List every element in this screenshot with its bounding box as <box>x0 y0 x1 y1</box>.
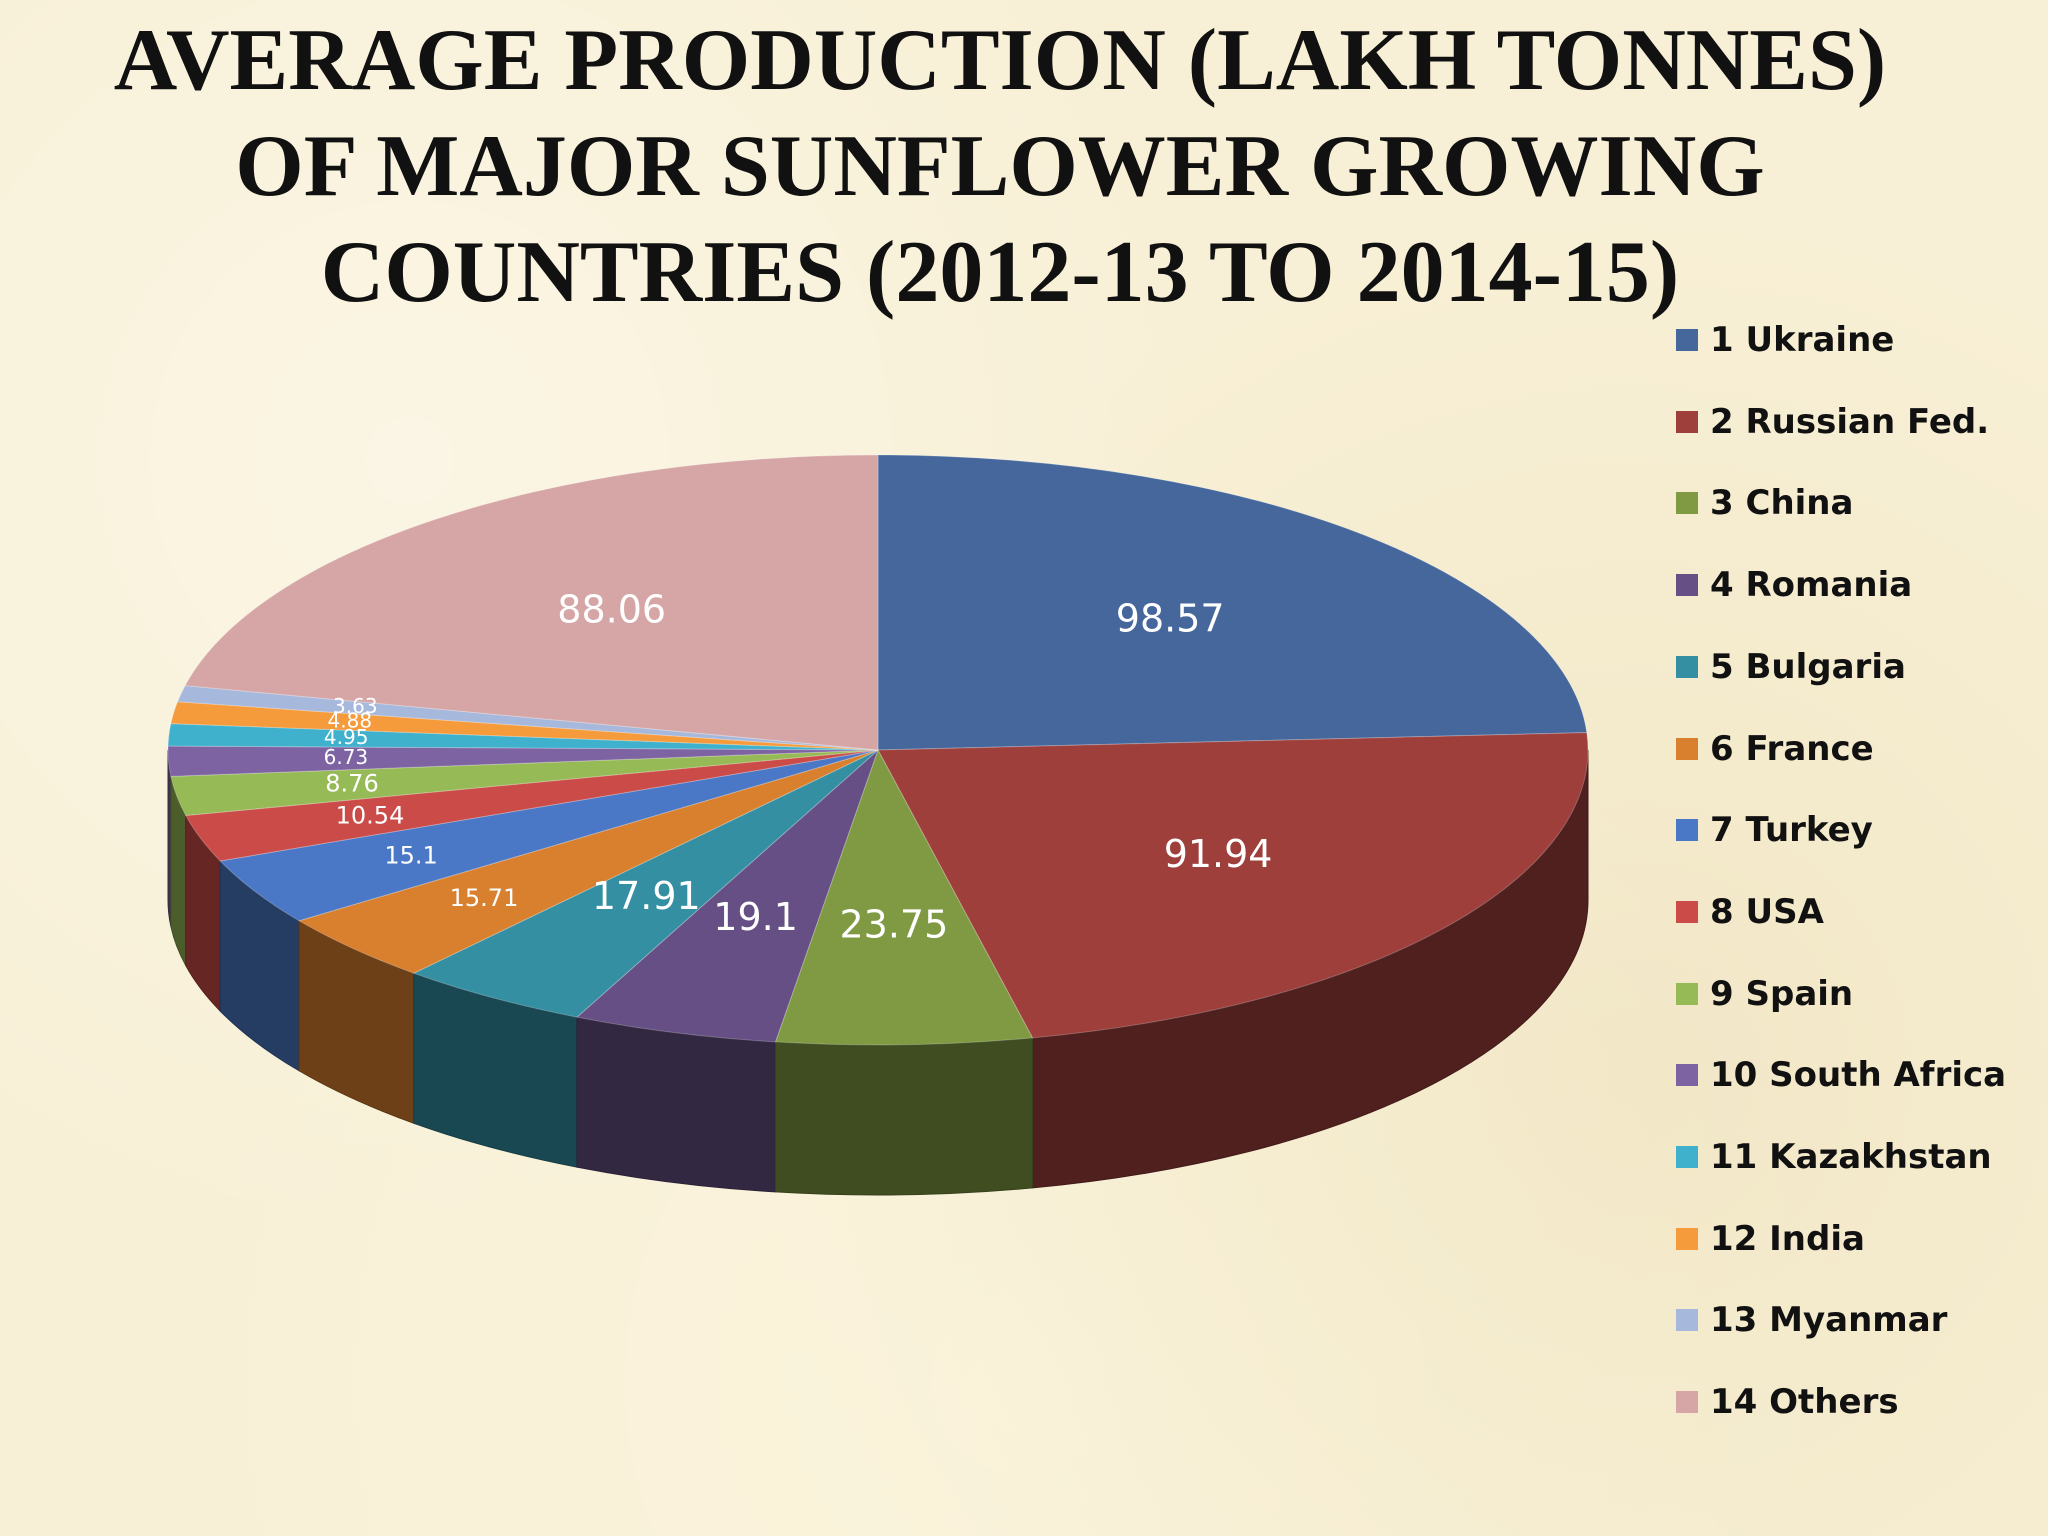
legend-item-5-bulgaria: 5 Bulgaria <box>1676 637 1906 697</box>
legend-swatch <box>1676 900 1698 923</box>
legend-item-8-usa: 8 USA <box>1676 882 1824 942</box>
pie-slice-2-russian-fed <box>877 732 1589 1039</box>
chart-title-line-3: COUNTRIES (2012-13 TO 2014-15) <box>320 224 1680 321</box>
pie-slice-12-india <box>170 701 879 751</box>
legend-swatch <box>1676 655 1698 678</box>
legend-swatch <box>1676 329 1698 351</box>
legend-swatch <box>1676 1391 1698 1414</box>
data-label-6-france: 15.71 <box>450 884 519 912</box>
legend-label: 13 Myanmar <box>1710 1300 1948 1341</box>
data-label-11-kazakhstan: 4.95 <box>324 725 369 749</box>
legend-swatch <box>1676 819 1698 842</box>
data-label-7-turkey: 15.1 <box>384 841 437 869</box>
legend-item-6-france: 6 France <box>1676 719 1874 779</box>
legend-label: 2 Russian Fed. <box>1710 401 1990 442</box>
legend-label: 5 Bulgaria <box>1710 646 1906 687</box>
data-label-4-romania: 19.1 <box>713 895 798 939</box>
legend-item-2-russian-fed: 2 Russian Fed. <box>1676 392 1989 452</box>
legend-item-11-kazakhstan: 11 Kazakhstan <box>1676 1127 1992 1187</box>
legend-item-4-romania: 4 Romania <box>1676 555 1912 615</box>
pie-slice-4-romania <box>575 748 880 1043</box>
legend-label: 11 Kazakhstan <box>1710 1137 1992 1177</box>
legend-swatch <box>1676 982 1698 1005</box>
legend-item-9-spain: 9 Spain <box>1676 964 1853 1024</box>
legend-swatch <box>1676 492 1698 515</box>
pie-slice-3-china <box>774 748 1034 1046</box>
legend-label: 7 Turkey <box>1710 810 1873 851</box>
legend-item-10-south-africa: 10 South Africa <box>1676 1045 2006 1105</box>
legend-label: 14 Others <box>1710 1382 1899 1423</box>
data-label-5-bulgaria: 17.91 <box>592 874 701 918</box>
chart-title-line-2: OF MAJOR SUNFLOWER GROWING <box>235 118 1765 215</box>
legend-swatch <box>1676 1309 1698 1332</box>
data-label-13-myanmar: 3.63 <box>333 694 378 718</box>
legend-swatch <box>1676 1227 1698 1250</box>
legend-swatch <box>1676 574 1698 597</box>
data-label-14-others: 88.06 <box>557 587 666 631</box>
legend-swatch <box>1676 1146 1698 1168</box>
legend-label: 8 USA <box>1710 891 1824 932</box>
pie-slice-5-bulgaria <box>412 749 879 1018</box>
legend-label: 6 France <box>1710 728 1874 769</box>
legend-label: 10 South Africa <box>1710 1055 2007 1096</box>
chart-title: AVERAGE PRODUCTION (LAKH TONNES) OF MAJO… <box>0 8 2000 326</box>
pie-slice-6-france <box>297 749 879 974</box>
pie-slice-9-spain <box>170 749 879 817</box>
legend-swatch <box>1676 737 1698 760</box>
pie-slice-8-usa <box>184 749 879 862</box>
data-label-9-spain: 8.76 <box>325 770 378 798</box>
pie-slice-side-4-romania <box>576 1016 776 1193</box>
data-label-8-usa: 10.54 <box>336 801 405 829</box>
legend-swatch <box>1676 1064 1698 1087</box>
legend-item-1-ukraine: 1 Ukraine <box>1676 310 1894 370</box>
legend-item-3-china: 3 China <box>1676 473 1853 533</box>
legend-item-12-india: 12 India <box>1676 1209 1865 1269</box>
chart-title-line-1: AVERAGE PRODUCTION (LAKH TONNES) <box>113 12 1887 109</box>
data-label-2-russian-fed: 91.94 <box>1164 832 1273 876</box>
pie-slice-1-ukraine <box>877 454 1588 751</box>
pie-slice-side-3-china <box>774 1037 1034 1196</box>
pie-slice-10-south-africa <box>167 745 879 777</box>
pie-slice-11-kazakhstan <box>167 723 879 751</box>
legend-label: 1 Ukraine <box>1710 320 1895 360</box>
pie-slice-7-turkey <box>219 749 879 922</box>
legend-item-13-myanmar: 13 Myanmar <box>1676 1290 1947 1350</box>
legend-label: 9 Spain <box>1710 973 1854 1014</box>
data-label-3-china: 23.75 <box>840 902 949 946</box>
legend-swatch <box>1676 410 1698 433</box>
legend-item-7-turkey: 7 Turkey <box>1676 800 1873 860</box>
legend-item-14-others: 14 Others <box>1676 1372 1899 1432</box>
data-label-12-india: 4.88 <box>328 709 373 733</box>
data-label-10-south-africa: 6.73 <box>324 745 369 769</box>
pie-slice-14-others <box>184 454 879 751</box>
data-label-1-ukraine: 98.57 <box>1116 597 1225 641</box>
legend-label: 3 China <box>1710 483 1854 524</box>
pie-slice-13-myanmar <box>176 685 879 751</box>
legend-label: 12 India <box>1710 1218 1865 1259</box>
legend-label: 4 Romania <box>1710 565 1913 606</box>
